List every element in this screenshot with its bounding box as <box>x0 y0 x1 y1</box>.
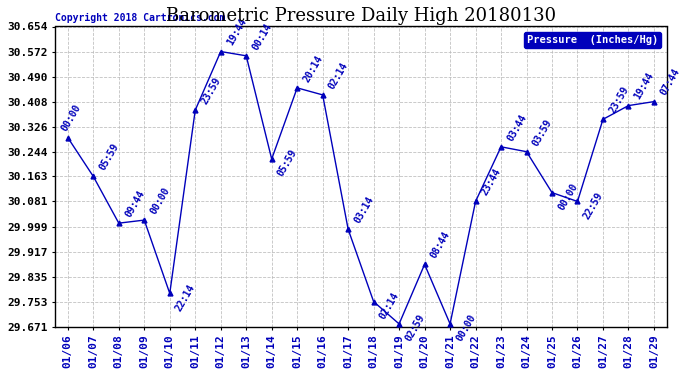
Text: 08:44: 08:44 <box>428 230 452 260</box>
Text: 00:00: 00:00 <box>556 182 580 212</box>
Text: 23:44: 23:44 <box>480 167 503 197</box>
Text: 00:00: 00:00 <box>59 103 83 134</box>
Text: 05:59: 05:59 <box>97 142 121 172</box>
Text: 22:14: 22:14 <box>174 282 197 313</box>
Text: 02:14: 02:14 <box>378 291 401 321</box>
Text: 19:44: 19:44 <box>633 71 656 101</box>
Text: 00:00: 00:00 <box>148 186 172 216</box>
Text: 22:59: 22:59 <box>582 190 605 221</box>
Text: 09:44: 09:44 <box>123 189 146 219</box>
Text: 03:59: 03:59 <box>531 117 554 147</box>
Text: 00:00: 00:00 <box>454 313 477 344</box>
Text: 03:44: 03:44 <box>505 112 529 142</box>
Text: 07:44: 07:44 <box>658 67 682 98</box>
Text: 19:44: 19:44 <box>225 17 248 47</box>
Text: Copyright 2018 Cartronics.com: Copyright 2018 Cartronics.com <box>55 13 226 24</box>
Text: 23:59: 23:59 <box>607 85 631 115</box>
Legend: Pressure  (Inches/Hg): Pressure (Inches/Hg) <box>524 32 662 48</box>
Text: 02:14: 02:14 <box>327 60 350 91</box>
Text: 02:59: 02:59 <box>403 313 426 344</box>
Text: 20:14: 20:14 <box>302 53 325 84</box>
Text: 23:59: 23:59 <box>199 75 223 106</box>
Text: 03:14: 03:14 <box>353 195 375 225</box>
Text: 05:59: 05:59 <box>276 148 299 178</box>
Title: Barometric Pressure Daily High 20180130: Barometric Pressure Daily High 20180130 <box>166 7 556 25</box>
Text: 00:14: 00:14 <box>250 21 274 52</box>
